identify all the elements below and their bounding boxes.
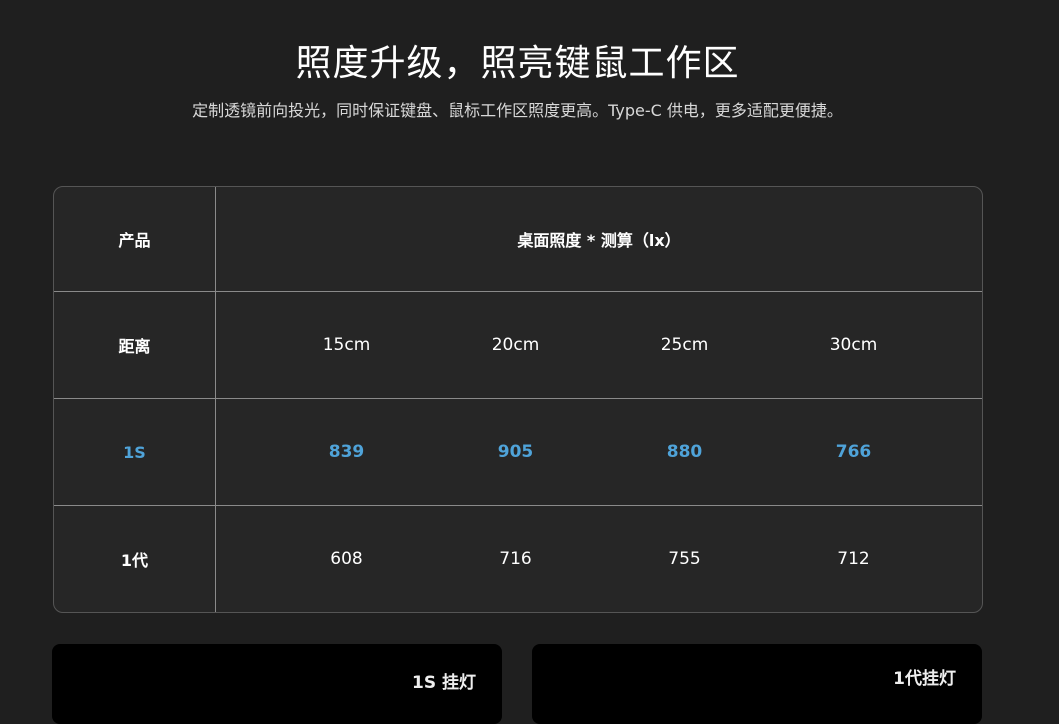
product-card-gen1: 1代挂灯 bbox=[532, 644, 982, 724]
distance-cell: 25cm bbox=[660, 335, 709, 355]
measure-header: 桌面照度 * 测算（lx） bbox=[517, 231, 681, 250]
value-cell: 880 bbox=[666, 442, 703, 462]
page-title: 照度升级，照亮键鼠工作区 bbox=[295, 43, 740, 84]
distance-cell: 30cm bbox=[829, 335, 878, 355]
distance-label: 距离 bbox=[118, 337, 151, 356]
product-card-1s: 1S 挂灯 bbox=[52, 644, 502, 724]
row-label-1s: 1S bbox=[123, 442, 146, 462]
value-cell: 608 bbox=[330, 549, 363, 569]
distance-cell: 15cm bbox=[322, 335, 371, 355]
row-divider bbox=[54, 398, 982, 399]
value-cell: 905 bbox=[497, 442, 534, 462]
illuminance-table: 产品 桌面照度 * 测算（lx） 距离 15cm 20cm 25cm 30cm … bbox=[53, 186, 983, 613]
card-label: 1S 挂灯 bbox=[412, 673, 476, 693]
column-divider bbox=[215, 187, 216, 612]
card-label: 1代挂灯 bbox=[893, 669, 956, 689]
row-label-gen1: 1代 bbox=[120, 551, 149, 570]
row-divider bbox=[54, 291, 982, 292]
distance-cell: 20cm bbox=[491, 335, 540, 355]
row-divider bbox=[54, 505, 982, 506]
value-cell: 712 bbox=[837, 549, 870, 569]
value-cell: 766 bbox=[835, 442, 872, 462]
value-cell: 839 bbox=[328, 442, 365, 462]
page-subtitle: 定制透镜前向投光，同时保证键盘、鼠标工作区照度更高。Type-C 供电，更多适配… bbox=[192, 101, 843, 120]
value-cell: 755 bbox=[668, 549, 701, 569]
value-cell: 716 bbox=[499, 549, 532, 569]
product-header: 产品 bbox=[118, 231, 151, 250]
